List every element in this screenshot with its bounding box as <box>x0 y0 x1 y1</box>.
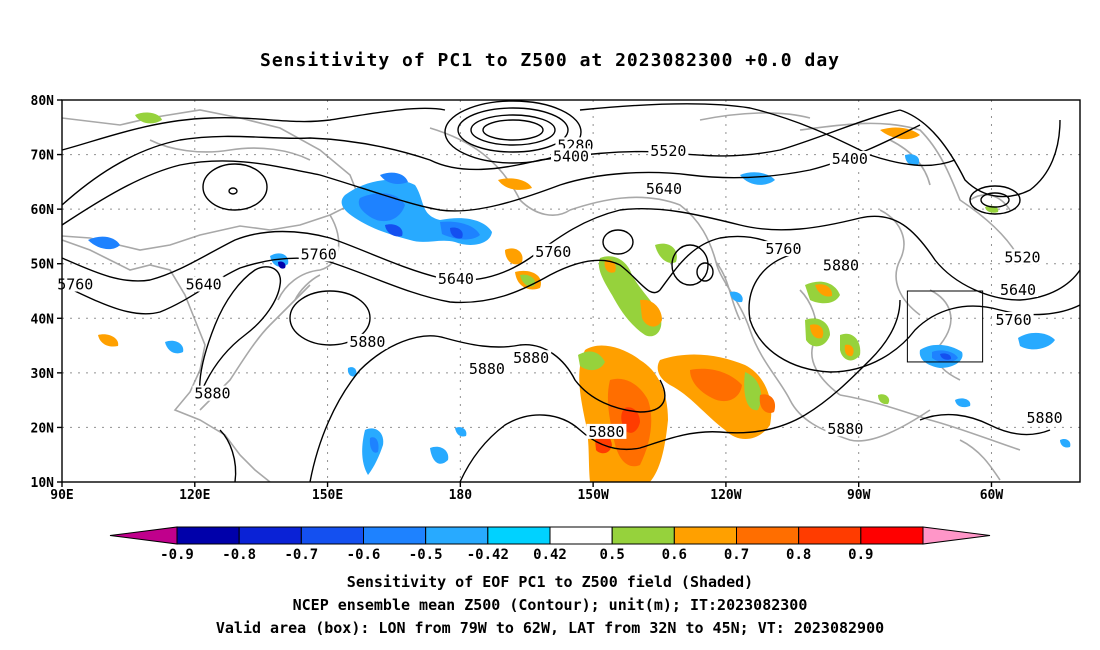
colorbar: -0.9 -0.8 -0.7 -0.6 -0.5 -0.42 0.42 0.5 0.6 0.7 0.… <box>109 526 991 563</box>
contour-label-bg <box>643 181 684 197</box>
contour-label: 5760 <box>301 246 337 264</box>
lon-tick-label: 180 <box>449 488 473 503</box>
colorbar-label: -0.6 <box>347 547 381 563</box>
z500-contours <box>61 100 1081 483</box>
map-title: Sensitivity of PC1 to Z500 at 2023082300… <box>259 50 840 71</box>
lon-tick-label: 150W <box>577 488 608 503</box>
contour-label-bg <box>298 246 339 262</box>
valid-area-box <box>906 290 984 363</box>
footer-line-1: Sensitivity of EOF PC1 to Z500 field (Sh… <box>346 573 754 591</box>
lon-tick-label: 60W <box>980 488 1004 503</box>
contour-label: 5400 <box>553 147 589 165</box>
colorbar-label: 0.7 <box>724 547 749 563</box>
contour-label: 5880 <box>588 423 624 441</box>
lon-tick-label: 90W <box>847 488 871 503</box>
colorbar-box <box>238 526 302 545</box>
colorbar-box <box>363 526 427 545</box>
contour-label: 5760 <box>996 311 1032 329</box>
colorbar-label: 0.5 <box>600 547 625 563</box>
lat-tick-label: 20N <box>31 421 55 436</box>
colorbar-high-arrow <box>922 526 991 545</box>
plot-frame <box>61 99 1081 483</box>
contour-label: 5880 <box>469 360 505 378</box>
colorbar-box <box>300 526 365 545</box>
contour-label-bg <box>586 423 627 439</box>
colorbar-label: -0.42 <box>467 547 509 563</box>
contour-label-bg <box>993 312 1034 328</box>
contour-label: 5880 <box>349 333 385 351</box>
lon-tick-label: 120W <box>710 488 741 503</box>
lat-tick-label: 50N <box>31 258 55 273</box>
contour-label-bg <box>1002 249 1043 265</box>
colorbar-box <box>673 526 737 545</box>
footer-line-3: Valid area (box): LON from 79W to 62W, L… <box>215 619 885 637</box>
contour-label-bg <box>55 276 96 292</box>
lon-tick-label: 150E <box>312 488 343 503</box>
contour-label-bg <box>829 151 870 167</box>
lat-tick-label: 80N <box>31 94 55 109</box>
colorbar-label: -0.7 <box>284 547 318 563</box>
colorbar-label: 0.8 <box>786 547 811 563</box>
contour-label-bg <box>1024 410 1065 426</box>
contour-label-bg <box>820 257 861 273</box>
contour-label: 5880 <box>823 256 859 274</box>
lat-tick-label: 70N <box>31 149 55 164</box>
lat-tick-label: 40N <box>31 312 55 327</box>
shading-positive <box>98 112 999 482</box>
contour-label-bg <box>551 148 591 164</box>
lat-tick-label: 60N <box>31 203 55 218</box>
contour-label-bg <box>648 142 689 158</box>
colorbar-box <box>611 526 675 545</box>
contour-label: 5520 <box>650 142 686 160</box>
colorbar-box <box>425 526 489 545</box>
contour-label-bg <box>533 243 574 259</box>
colorbar-box <box>176 526 240 545</box>
colorbar-box <box>860 526 924 545</box>
contour-label-bg <box>347 333 388 349</box>
contour-label: 5760 <box>765 240 801 258</box>
colorbar-label: -0.9 <box>160 547 194 563</box>
contour-label: 5640 <box>186 276 222 294</box>
colorbar-box <box>549 526 613 545</box>
contour-label: 5520 <box>1004 248 1040 266</box>
contour-label-bg <box>466 361 507 377</box>
colorbar-label: 0.9 <box>848 547 873 563</box>
contour-label-bg <box>511 350 552 366</box>
lat-tick-label: 30N <box>31 367 55 382</box>
lon-tick-label: 120E <box>179 488 210 503</box>
colorbar-label: 0.42 <box>533 547 567 563</box>
contour-label: 5640 <box>438 270 474 288</box>
contour-label: 5400 <box>832 150 868 168</box>
colorbar-low-arrow <box>109 526 178 545</box>
contour-label-bg <box>435 271 476 287</box>
contour-label-bg <box>825 421 866 437</box>
contour-label: 5880 <box>827 420 863 438</box>
footer-line-2: NCEP ensemble mean Z500 (Contour); unit(… <box>292 596 808 614</box>
lat-tick-label: 10N <box>31 476 55 491</box>
contour-label-bg <box>998 282 1039 297</box>
colorbar-label: -0.5 <box>409 547 443 563</box>
contour-label: 5640 <box>646 180 682 198</box>
contour-label: 5880 <box>513 349 549 367</box>
colorbar-label: 0.6 <box>662 547 687 563</box>
contour-label: 5760 <box>535 243 571 261</box>
lon-tick-label: 90E <box>50 488 73 503</box>
colorbar-box <box>736 526 800 545</box>
colorbar-box <box>798 526 862 545</box>
contour-label: 5760 <box>57 276 93 294</box>
shading-negative <box>88 154 1071 475</box>
colorbar-box <box>487 526 551 545</box>
contour-label-bg <box>183 276 224 292</box>
contour-label-bg <box>763 241 804 257</box>
colorbar-label: -0.8 <box>222 547 256 563</box>
contour-label: 5880 <box>194 385 230 403</box>
contour-label-bg <box>192 385 233 401</box>
contour-label: 5640 <box>1000 281 1036 299</box>
contour-label: 5880 <box>1027 409 1063 427</box>
